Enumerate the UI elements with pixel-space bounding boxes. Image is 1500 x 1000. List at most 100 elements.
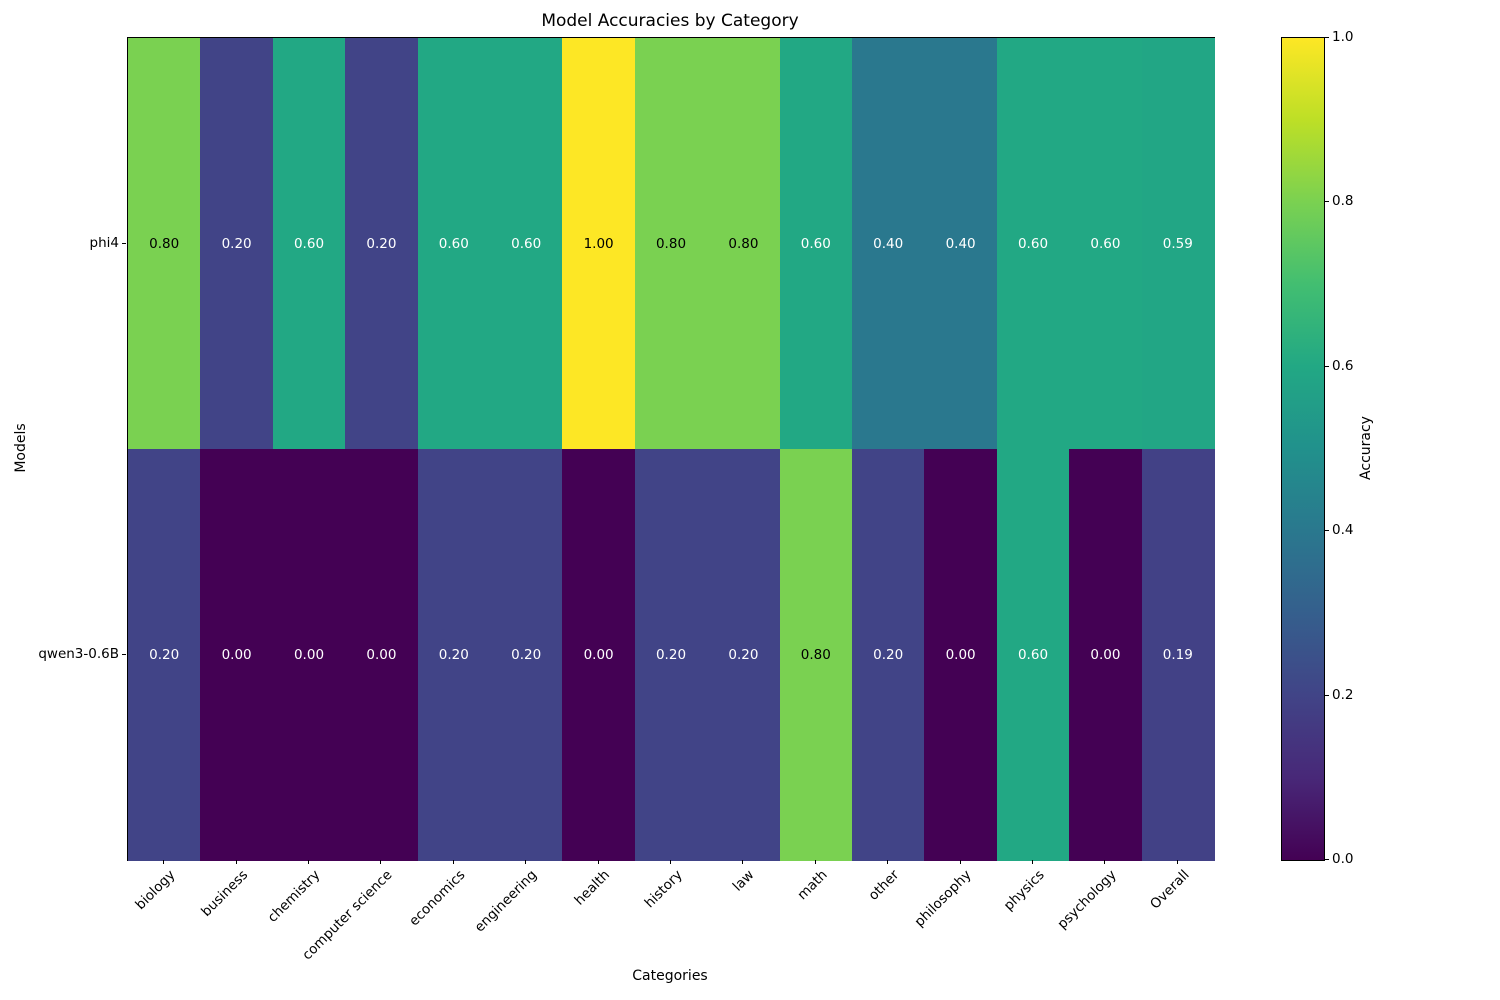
colorbar-tick-mark — [1325, 201, 1329, 203]
heatmap-cell — [345, 449, 419, 861]
x-tick-label: math — [793, 867, 831, 904]
cell-value: 0.00 — [583, 646, 614, 663]
y-tick-label: phi4 — [89, 234, 119, 251]
heatmap-cell — [634, 449, 708, 861]
x-tick-label: engineering — [472, 867, 541, 936]
x-tick-mark — [959, 860, 961, 864]
heatmap-cell — [490, 449, 563, 861]
x-tick-mark — [670, 860, 671, 864]
cell-value: 0.60 — [800, 235, 831, 252]
heatmap-cell — [128, 38, 201, 450]
heatmap-cell — [417, 38, 491, 450]
heatmap-cell — [924, 38, 998, 450]
cell-value: 0.80 — [655, 235, 687, 252]
x-tick-mark — [163, 860, 165, 864]
x-tick-label: economics — [405, 867, 469, 930]
cell-value: 0.80 — [728, 235, 759, 252]
colorbar-tick-label: 0.4 — [1332, 522, 1354, 539]
cell-value: 0.80 — [800, 646, 831, 663]
cell-value: 0.20 — [728, 646, 759, 663]
colorbar-label: Accuracy — [1358, 416, 1374, 480]
x-tick-mark — [380, 860, 382, 864]
cell-value: 0.00 — [945, 646, 976, 663]
heatmap-cell — [1141, 449, 1215, 861]
x-tick-mark — [235, 860, 237, 864]
heatmap-cell — [707, 449, 781, 861]
x-tick-label: other — [865, 867, 903, 904]
y-tick-label: qwen3-0.6B — [38, 645, 119, 662]
cell-value: 0.59 — [1162, 235, 1193, 252]
heatmap-cell — [779, 38, 853, 450]
cell-value: 0.20 — [438, 646, 469, 663]
y-axis-label: Models — [13, 423, 29, 473]
heatmap-cell — [852, 449, 925, 861]
x-tick-mark — [308, 860, 309, 864]
cell-value: 0.80 — [149, 235, 180, 252]
x-tick-label: physics — [1000, 867, 1048, 914]
x-tick-label: business — [198, 867, 251, 920]
cell-value: 0.40 — [945, 235, 976, 252]
heatmap-cell — [779, 449, 853, 861]
x-axis-label: Categories — [632, 968, 708, 984]
x-tick-mark — [887, 860, 889, 864]
colorbar-tick-label: 0.2 — [1332, 686, 1354, 703]
x-tick-mark — [814, 860, 816, 864]
cell-value: 0.20 — [149, 646, 180, 663]
cell-value: 1.00 — [583, 235, 614, 252]
chart-title: Model Accuracies by Category — [541, 11, 799, 31]
x-tick-mark — [742, 860, 744, 864]
heatmap-cell — [924, 449, 998, 861]
x-tick-label: law — [730, 867, 758, 895]
heatmap-cell — [996, 449, 1070, 861]
heatmap-cell — [707, 38, 781, 450]
cell-value: 0.20 — [366, 235, 397, 252]
cell-value: 0.00 — [1090, 646, 1121, 663]
x-tick-label: biology — [132, 867, 179, 914]
colorbar-tick-label: 1.0 — [1332, 29, 1354, 45]
heatmap-cell — [1069, 38, 1143, 450]
colorbar-tick-mark — [1325, 530, 1329, 532]
heatmap-cell — [490, 38, 563, 450]
cell-value: 0.00 — [221, 646, 252, 663]
heatmap-cell — [128, 449, 201, 861]
heatmap-cell — [345, 38, 419, 450]
colorbar-tick-mark — [1325, 37, 1329, 38]
heatmap-cell — [200, 38, 274, 450]
x-tick-label: Overall — [1146, 867, 1193, 913]
colorbar-tick-label: 0.6 — [1332, 357, 1354, 374]
heatmap-cell — [562, 38, 636, 450]
heatmap-cell — [562, 449, 636, 861]
x-tick-label: history — [641, 867, 686, 912]
x-tick-label: psychology — [1054, 867, 1120, 933]
colorbar-tick-mark — [1325, 365, 1329, 367]
colorbar-tick-mark — [1325, 859, 1329, 860]
colorbar-tick-mark — [1325, 694, 1329, 696]
cell-value: 0.60 — [293, 235, 325, 252]
heatmap-cell — [634, 38, 708, 450]
x-tick-mark — [597, 860, 599, 864]
cell-value: 0.19 — [1162, 646, 1193, 663]
cell-value: 0.20 — [221, 235, 252, 252]
cell-value: 0.00 — [366, 646, 397, 663]
cell-value: 0.20 — [655, 646, 687, 663]
colorbar-gradient — [1281, 37, 1325, 861]
cell-value: 0.00 — [293, 646, 325, 663]
heatmap-cell — [200, 449, 274, 861]
cell-value: 0.20 — [511, 646, 542, 663]
cell-value: 0.20 — [873, 646, 904, 663]
heatmap-cell — [272, 449, 346, 861]
x-tick-mark — [452, 860, 454, 864]
x-tick-mark — [1176, 860, 1178, 864]
x-tick-label: chemistry — [264, 867, 324, 926]
heatmap-cell — [417, 449, 491, 861]
heatmap-cell — [996, 38, 1070, 450]
heatmap-cell — [272, 38, 346, 450]
x-tick-mark — [1032, 860, 1033, 864]
cell-value: 0.60 — [1017, 235, 1049, 252]
cell-value: 0.60 — [1017, 646, 1049, 663]
cell-value: 0.60 — [511, 235, 542, 252]
heatmap-cell — [852, 38, 925, 450]
y-tick-mark — [122, 653, 126, 655]
cell-value: 0.60 — [1090, 235, 1121, 252]
